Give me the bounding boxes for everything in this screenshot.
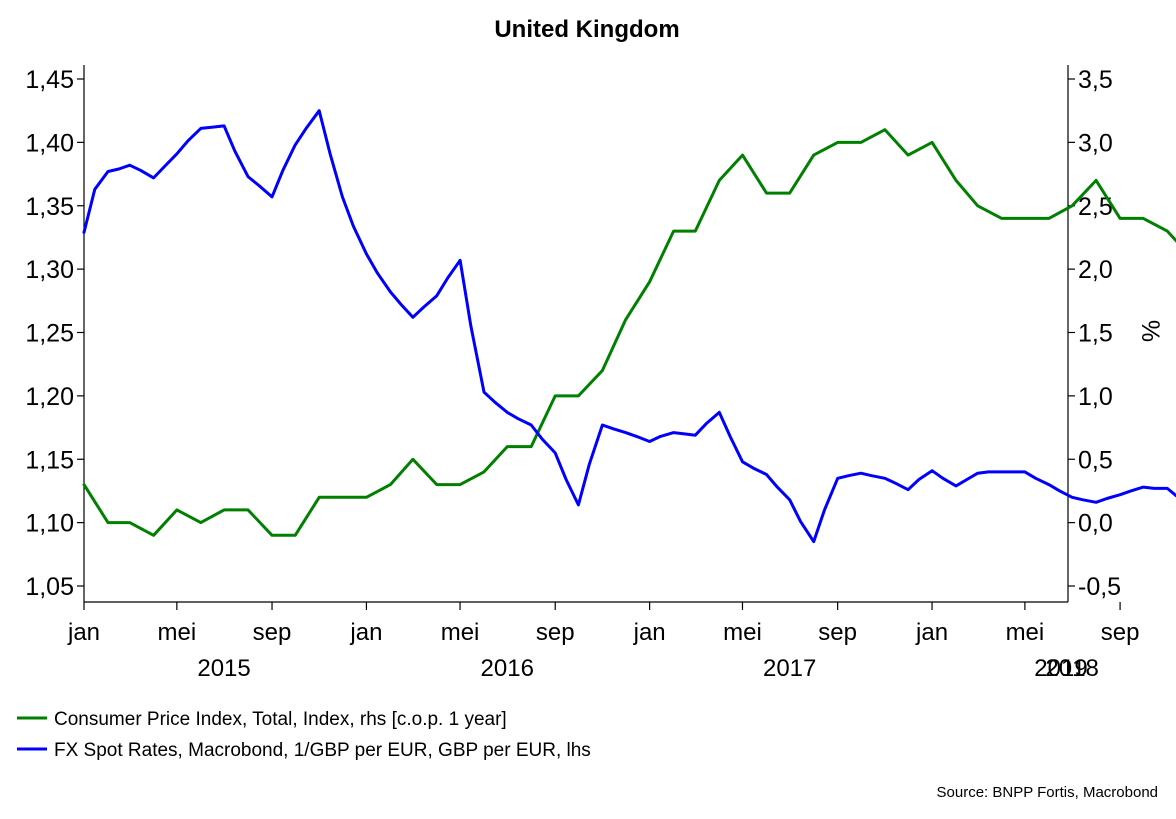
- x-month-label: mei: [1006, 619, 1045, 646]
- series-layer: [82, 109, 1176, 544]
- x-year-label: 2019: [1034, 655, 1087, 682]
- x-month-label: jan: [915, 619, 948, 646]
- left-axis-ticks: 1,05 1,10 1,15 1,20 1,25 1,30 1,35 1,40 1,45: [25, 66, 84, 601]
- x-month-label: jan: [349, 619, 382, 646]
- x-year-label: 2015: [197, 655, 250, 682]
- legend-item-fx: FX Spot Rates, Macrobond, 1/GBP per EUR,…: [17, 740, 591, 761]
- x-month-label: sep: [1101, 619, 1140, 646]
- right-tick-label: -0,5: [1078, 573, 1121, 601]
- left-tick-label: 1,35: [25, 193, 74, 221]
- cpi-series-line: [82, 128, 1176, 537]
- x-year-label: 2017: [763, 655, 816, 682]
- right-tick-label: 3,5: [1078, 66, 1113, 94]
- x-month-label: sep: [536, 619, 575, 646]
- left-tick-label: 1,45: [25, 66, 74, 94]
- legend: Consumer Price Index, Total, Index, rhs …: [17, 709, 591, 761]
- source-note: Source: BNPP Fortis, Macrobond: [937, 784, 1158, 801]
- right-tick-label: 2,0: [1078, 256, 1113, 284]
- x-month-label: jan: [633, 619, 666, 646]
- chart-title: United Kingdom: [494, 16, 679, 43]
- x-month-label: jan: [67, 619, 100, 646]
- x-month-label: mei: [441, 619, 480, 646]
- x-month-label: sep: [253, 619, 292, 646]
- right-axis-label: %: [1136, 320, 1164, 342]
- left-tick-label: 1,25: [25, 320, 74, 348]
- left-tick-label: 1,05: [25, 573, 74, 601]
- left-tick-label: 1,30: [25, 256, 74, 284]
- right-tick-label: 0,5: [1078, 446, 1113, 474]
- left-tick-label: 1,10: [25, 510, 74, 538]
- x-month-label: mei: [158, 619, 197, 646]
- legend-item-cpi: Consumer Price Index, Total, Index, rhs …: [17, 709, 507, 730]
- fx-series-line: [82, 109, 1176, 544]
- plot-frame: [83, 65, 1069, 603]
- x-axis-ticks: janmeisepjanmeisepjanmeisepjanmeisepjan2…: [67, 602, 1140, 682]
- legend-label-cpi: Consumer Price Index, Total, Index, rhs …: [54, 709, 507, 730]
- left-tick-label: 1,40: [25, 129, 74, 157]
- left-tick-label: 1,20: [25, 383, 74, 411]
- left-tick-label: 1,15: [25, 446, 74, 474]
- x-year-label: 2018: [1045, 655, 1098, 682]
- x-month-label: mei: [723, 619, 762, 646]
- right-tick-label: 0,0: [1078, 510, 1113, 538]
- right-axis-ticks: -0,50,00,51,01,52,02,53,03,5: [1068, 66, 1121, 601]
- right-tick-label: 1,0: [1078, 383, 1113, 411]
- x-month-label: sep: [818, 619, 857, 646]
- right-tick-label: 3,0: [1078, 129, 1113, 157]
- legend-label-fx: FX Spot Rates, Macrobond, 1/GBP per EUR,…: [54, 740, 591, 761]
- right-tick-label: 1,5: [1078, 320, 1113, 348]
- x-year-label: 2016: [481, 655, 534, 682]
